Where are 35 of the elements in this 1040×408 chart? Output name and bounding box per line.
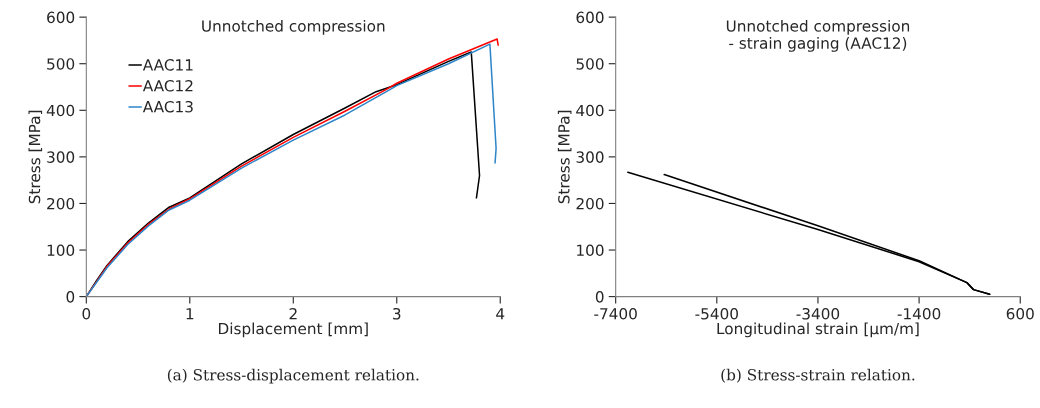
y-tick-label: 500 — [576, 58, 604, 70]
x-axis-title: Longitudinal strain [µm/m] — [717, 322, 919, 338]
x-tick-label: 2 — [289, 308, 297, 320]
y-tick-label: 300 — [47, 151, 75, 163]
y-axis-title: Stress [MPa] — [28, 110, 43, 204]
legend-label: AAC12 — [142, 80, 193, 92]
x-axis-title: Displacement [mm] — [219, 322, 368, 338]
x-tick-label: 0 — [82, 308, 91, 320]
text: (a) Stress-displacement relation. — [167, 368, 419, 384]
y-tick-label: 200 — [576, 197, 604, 210]
legend-label: AAC13 — [142, 100, 193, 113]
x-tick-label: 3 — [393, 308, 401, 320]
y-tick-label: 0 — [66, 291, 75, 303]
x-tick-label: 1 — [186, 308, 194, 320]
x-tick-label: -1400 — [897, 308, 941, 320]
x-tick-label: -5400 — [695, 308, 738, 320]
x-tick-label: 600 — [1006, 308, 1034, 320]
y-axis-title: Stress [MPa] — [557, 110, 572, 204]
legend-label: AAC11 — [142, 59, 193, 71]
y-tick-label: 100 — [577, 244, 604, 257]
y-tick-label: 300 — [576, 151, 604, 163]
y-tick-label: 200 — [47, 197, 75, 210]
y-tick-label: 600 — [576, 11, 604, 24]
x-tick-label: -7400 — [594, 308, 637, 320]
text: Unnotched compression - strain gaging (AAC12) — [726, 19, 910, 52]
text: (b) Stress-strain relation. — [721, 368, 915, 383]
y-tick-label: 600 — [47, 11, 75, 24]
y-tick-label: 400 — [576, 104, 604, 117]
x-tick-label: 4 — [496, 308, 505, 320]
y-tick-label: 100 — [47, 244, 75, 257]
chart-title: Unnotched compression — [202, 19, 385, 35]
y-tick-label: 500 — [47, 58, 75, 70]
y-tick-label: 0 — [595, 291, 604, 303]
y-tick-label: 400 — [46, 104, 75, 117]
x-tick-label: -3400 — [796, 308, 840, 320]
